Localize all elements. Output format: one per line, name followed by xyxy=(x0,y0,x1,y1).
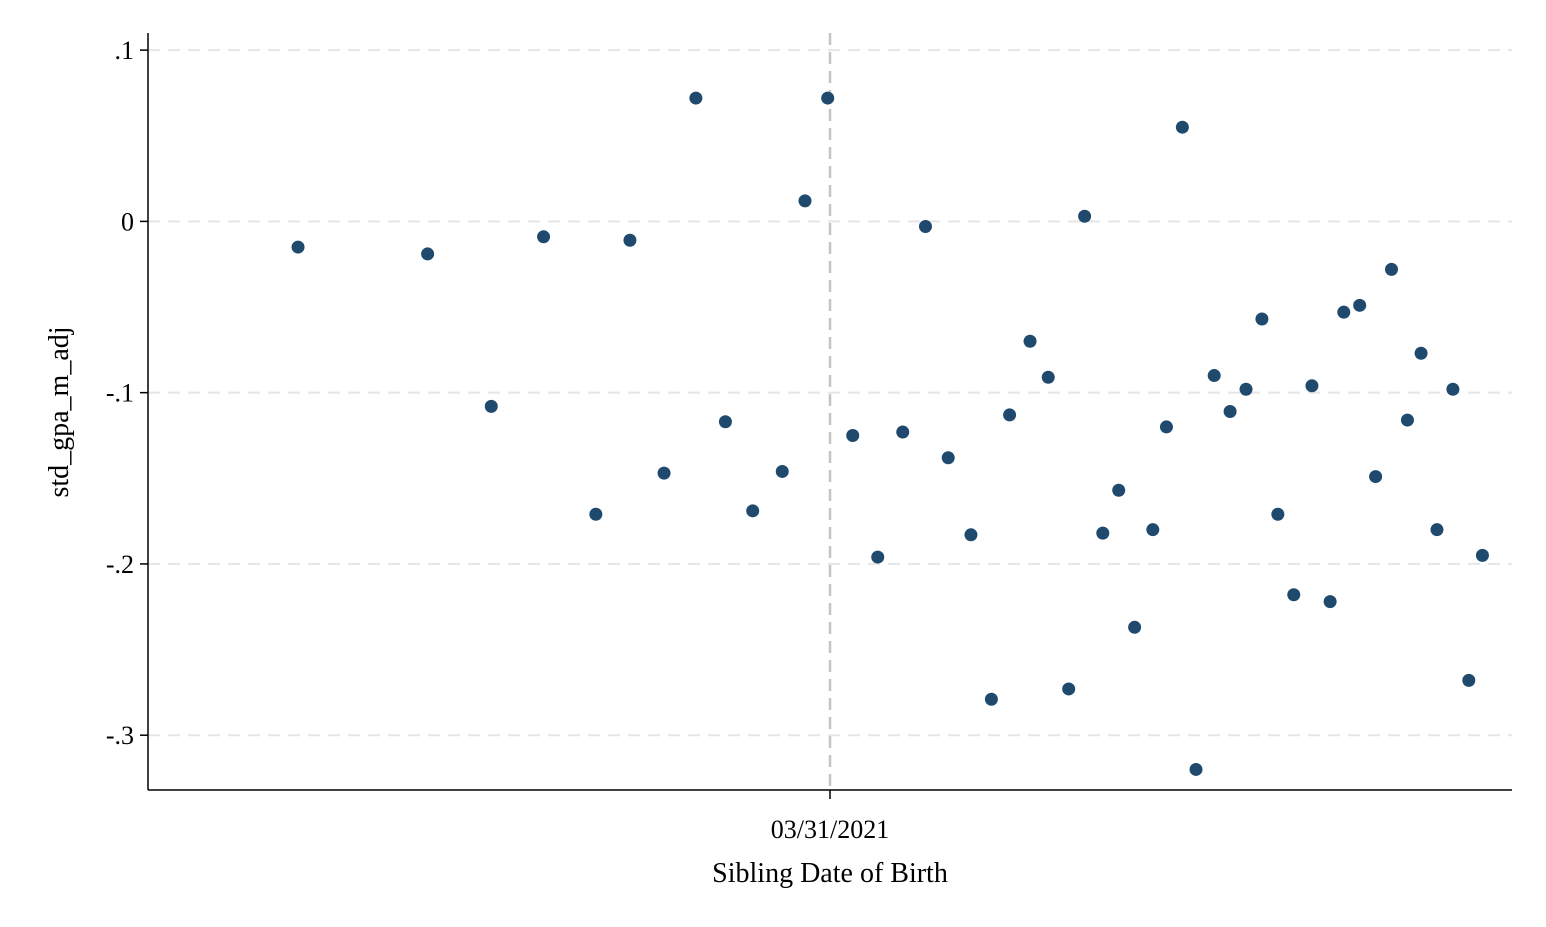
data-point xyxy=(657,466,671,480)
gridlines xyxy=(148,49,1512,737)
data-point xyxy=(1369,470,1383,484)
data-point xyxy=(1023,334,1037,348)
data-point xyxy=(1128,620,1142,634)
data-point xyxy=(941,451,955,465)
data-point xyxy=(689,91,703,105)
data-point xyxy=(964,528,978,542)
data-point xyxy=(1337,305,1351,319)
data-point xyxy=(871,550,885,564)
data-point xyxy=(1430,523,1444,537)
data-point xyxy=(1003,408,1017,422)
data-point xyxy=(1287,588,1301,602)
data-point xyxy=(746,504,760,518)
data-point xyxy=(718,415,732,429)
data-point xyxy=(1446,382,1460,396)
y-tick-label: 0 xyxy=(121,207,134,236)
y-tick-label: -.1 xyxy=(106,379,134,408)
data-point xyxy=(918,220,932,234)
data-point xyxy=(1305,379,1319,393)
data-point xyxy=(1223,405,1237,418)
data-point xyxy=(1146,523,1160,537)
data-point xyxy=(1062,682,1076,696)
data-point xyxy=(798,194,812,208)
data-point xyxy=(775,464,789,478)
data-point xyxy=(1353,298,1367,312)
data-point xyxy=(1159,420,1173,434)
y-tick-label: .1 xyxy=(115,36,135,65)
data-point xyxy=(1041,370,1055,384)
data-point xyxy=(1255,312,1269,326)
data-point xyxy=(821,91,835,105)
data-points xyxy=(291,91,1489,776)
data-point xyxy=(537,230,551,244)
x-tick-label: 03/31/2021 xyxy=(771,815,889,844)
x-axis-title: Sibling Date of Birth xyxy=(712,858,948,889)
data-point xyxy=(984,692,998,706)
data-point xyxy=(291,240,305,254)
data-point xyxy=(1475,548,1489,562)
data-point xyxy=(484,399,498,413)
data-point xyxy=(623,233,637,247)
data-point xyxy=(846,428,860,442)
data-point xyxy=(589,507,603,521)
data-point xyxy=(1096,526,1110,540)
data-point xyxy=(1175,120,1189,134)
data-point xyxy=(421,247,435,261)
data-point xyxy=(1207,369,1221,383)
y-tick-label: -.3 xyxy=(106,721,134,750)
data-point xyxy=(1400,413,1414,427)
data-point xyxy=(1385,262,1399,276)
data-point xyxy=(1323,595,1337,609)
data-point xyxy=(1189,762,1203,776)
y-tick-label: -.2 xyxy=(106,550,134,579)
data-point xyxy=(1271,507,1285,521)
y-axis-title: std_gpa_m_adj xyxy=(44,326,75,497)
y-ticks: .1 0 -.1 -.2 -.3 xyxy=(106,36,148,750)
data-point xyxy=(1078,209,1092,223)
data-point xyxy=(896,425,910,439)
data-point xyxy=(1112,483,1126,497)
x-ticks: 03/31/2021 xyxy=(771,790,889,844)
data-point xyxy=(1414,346,1428,360)
data-point xyxy=(1462,673,1476,687)
data-point xyxy=(1239,382,1253,396)
